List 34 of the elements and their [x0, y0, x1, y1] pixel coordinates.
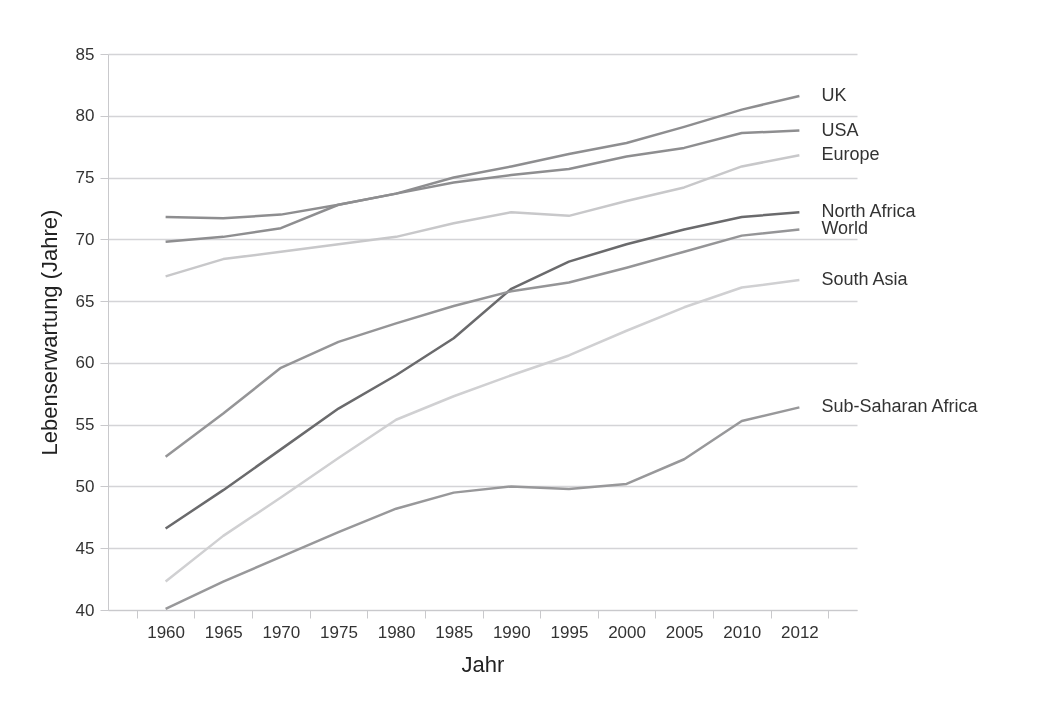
y-tick-label: 65 — [75, 291, 95, 311]
y-tick-label: 70 — [75, 229, 95, 249]
series-label: South Asia — [821, 269, 909, 290]
line-series — [164, 210, 801, 530]
x-tick-label: 1990 — [492, 622, 531, 642]
series-label: Europe — [821, 144, 880, 165]
line-series — [164, 406, 801, 611]
series-label: Sub-Saharan Africa — [821, 396, 979, 417]
x-tick-label: 1965 — [204, 622, 243, 642]
y-tick-label: 50 — [75, 476, 95, 496]
x-tick-label: 1980 — [377, 622, 416, 642]
y-tick-label: 40 — [75, 600, 95, 620]
x-tick-label: 1985 — [435, 622, 474, 642]
line-series — [164, 154, 801, 278]
series-label: USA — [821, 119, 859, 140]
series-label: UK — [821, 85, 847, 106]
y-tick-label: 60 — [75, 353, 95, 373]
x-tick-label: 2005 — [665, 622, 704, 642]
x-tick-label: 1970 — [262, 622, 301, 642]
x-tick-label: 2012 — [780, 622, 819, 642]
x-tick-label: 1975 — [320, 622, 358, 642]
x-axis-title: Jahr — [461, 651, 505, 677]
y-axis-title: Lebenserwartung (Jahre) — [36, 209, 62, 456]
y-tick-label: 80 — [75, 106, 95, 126]
y-tick-label: 85 — [75, 44, 95, 64]
y-tick-label: 75 — [75, 168, 95, 188]
x-tick-label: 2000 — [608, 622, 646, 642]
y-tick-label: 45 — [75, 538, 95, 558]
y-tick-label: 55 — [75, 415, 95, 435]
line-series — [164, 228, 801, 459]
line-series — [164, 94, 801, 244]
x-tick-label: 1995 — [550, 622, 589, 642]
x-tick-label: 2010 — [723, 622, 762, 642]
x-tick-label: 1960 — [147, 622, 186, 642]
